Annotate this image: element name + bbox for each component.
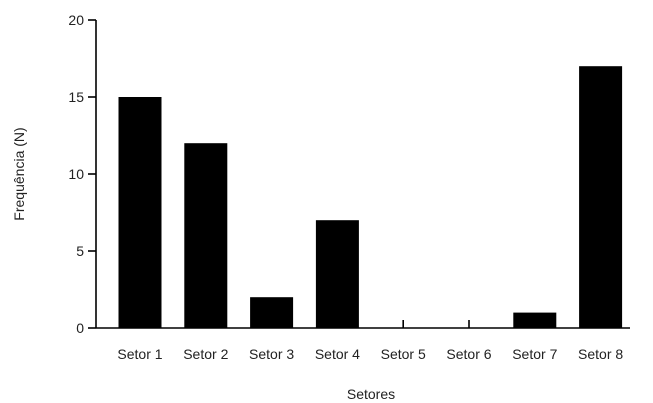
y-tick-label: 15 (68, 89, 84, 105)
x-tick-label: Setor 4 (315, 346, 360, 362)
bar-setor-3 (250, 297, 294, 328)
bar-setor-4 (315, 220, 359, 328)
bar-setor-1 (118, 97, 162, 328)
x-tick-label: Setor 5 (381, 346, 426, 362)
y-tick-label: 20 (68, 12, 84, 28)
x-tick-label: Setor 8 (578, 346, 623, 362)
x-tick-label: Setor 7 (512, 346, 557, 362)
y-axis-title: Frequência (N) (11, 127, 27, 220)
bar-setor-8 (579, 66, 623, 328)
x-tick-label: Setor 1 (117, 346, 162, 362)
y-tick-label: 5 (76, 243, 84, 259)
bar-setor-7 (513, 312, 557, 328)
y-tick-label: 10 (68, 166, 84, 182)
y-axis-ticks: 0 5 10 15 20 (68, 12, 96, 336)
bars (118, 66, 623, 328)
x-tick-label: Setor 3 (249, 346, 294, 362)
x-axis-ticks: Setor 1 Setor 2 Setor 3 Setor 4 Setor 5 Setor… (117, 320, 623, 362)
x-tick-label: Setor 2 (183, 346, 228, 362)
x-axis-title: Setores (347, 386, 395, 402)
x-tick-label: Setor 6 (446, 346, 491, 362)
y-tick-label: 0 (76, 320, 84, 336)
bar-setor-2 (184, 143, 228, 328)
